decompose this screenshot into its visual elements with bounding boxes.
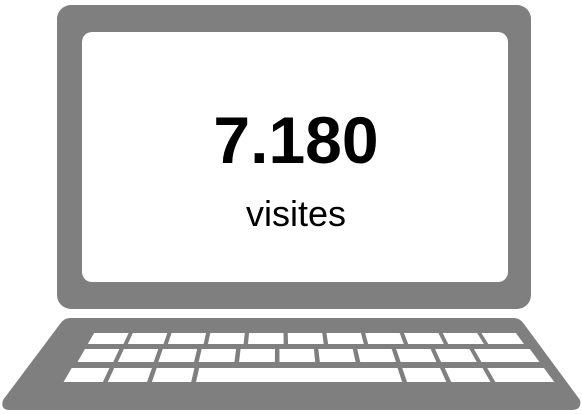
key <box>239 349 275 362</box>
key <box>107 368 152 382</box>
key <box>481 333 524 344</box>
key <box>279 349 316 362</box>
visits-label: visites <box>246 193 346 234</box>
key <box>158 349 198 362</box>
key <box>151 368 195 382</box>
key <box>403 333 444 344</box>
key <box>117 349 159 362</box>
key <box>396 349 437 362</box>
key <box>63 368 110 382</box>
key <box>248 333 284 344</box>
keyboard-base <box>2 318 581 410</box>
key <box>435 349 477 362</box>
keyboard <box>63 333 555 382</box>
key <box>207 333 245 344</box>
key <box>198 349 237 362</box>
key <box>167 333 207 344</box>
key <box>287 333 324 344</box>
key <box>444 368 491 382</box>
key <box>487 368 555 382</box>
visits-value: 7.180 <box>213 103 378 177</box>
key <box>402 368 447 382</box>
key <box>473 349 540 362</box>
key <box>326 333 364 344</box>
key <box>77 349 120 362</box>
key <box>365 333 404 344</box>
key <box>318 349 356 362</box>
screen <box>82 32 508 282</box>
key <box>87 333 129 344</box>
key <box>442 333 484 344</box>
key <box>127 333 168 344</box>
key <box>357 349 396 362</box>
key <box>196 368 403 382</box>
